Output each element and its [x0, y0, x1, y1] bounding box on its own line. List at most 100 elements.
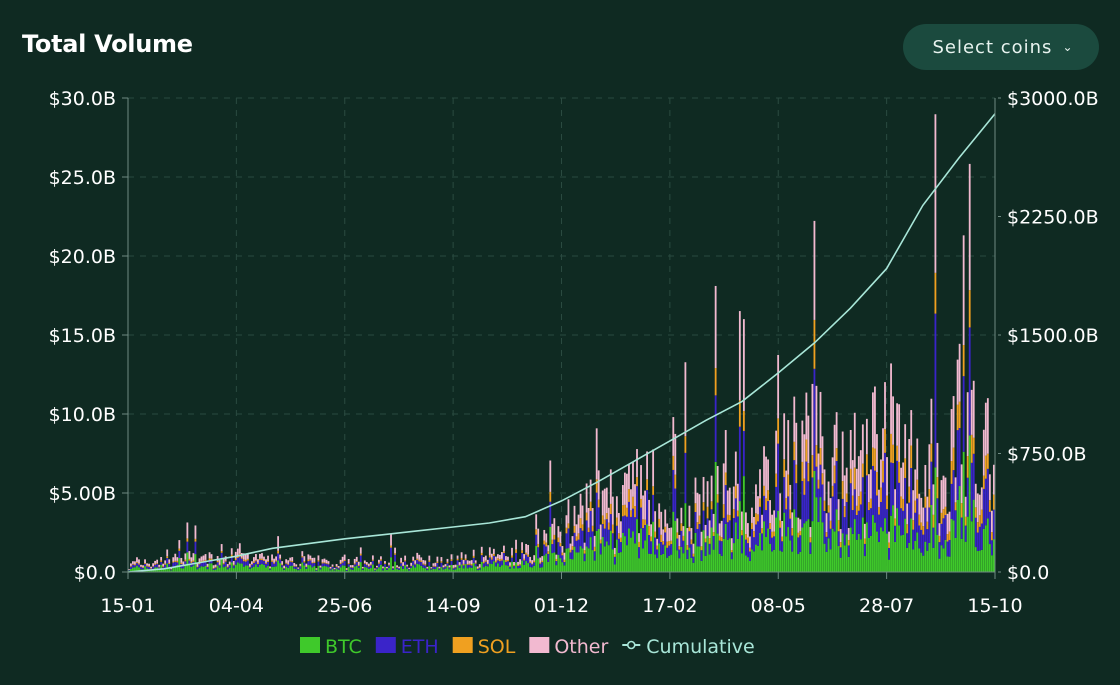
bar-segment-btc: [611, 549, 614, 572]
bar-segment-eth: [662, 544, 665, 554]
bar-segment-other: [932, 484, 935, 515]
bar-segment-btc: [980, 549, 983, 572]
bar-segment-btc: [952, 520, 955, 572]
bar-segment-other: [194, 525, 197, 539]
bar-segment-btc: [353, 566, 356, 572]
bar-segment-btc: [351, 569, 354, 572]
bar-segment-btc: [601, 536, 604, 572]
bar-segment-eth: [607, 529, 610, 546]
bar-segment-other: [242, 553, 245, 560]
bar-segment-sol: [962, 345, 965, 377]
bar-segment-other: [404, 555, 407, 561]
bar-segment-eth: [426, 568, 429, 571]
bar-segment-sol: [783, 459, 786, 478]
bar-segment-btc: [545, 553, 548, 572]
bar-segment-btc: [900, 535, 903, 572]
bar-segment-other: [480, 546, 483, 553]
select-coins-button[interactable]: Select coins ⌄: [903, 24, 1099, 70]
bar-segment-sol: [325, 563, 328, 564]
bar-segment-btc: [835, 509, 838, 572]
bar-segment-sol: [261, 558, 263, 561]
bar-segment-eth: [373, 569, 376, 571]
bar-segment-sol: [974, 507, 977, 518]
bar-segment-sol: [611, 524, 614, 534]
bar-segment-other: [428, 555, 431, 561]
bar-segment-btc: [259, 564, 261, 572]
bar-segment-btc: [749, 560, 751, 572]
bar-segment-eth: [255, 561, 257, 565]
bar-segment-btc: [428, 566, 431, 572]
bar-segment-btc: [456, 565, 459, 572]
bar-segment-eth: [702, 510, 705, 531]
bar-segment-btc: [454, 569, 457, 572]
bar-segment-eth: [238, 556, 241, 564]
bar-segment-other: [579, 493, 582, 519]
bar-segment-btc: [914, 540, 917, 572]
bar-segment-other: [916, 438, 919, 480]
bar-segment-eth: [192, 561, 195, 566]
bar-segment-eth: [829, 528, 832, 550]
bar-segment-eth: [416, 559, 419, 564]
bar-segment-sol: [769, 523, 771, 530]
bar-segment-other: [823, 469, 826, 501]
bar-segment-sol: [309, 559, 312, 561]
bar-segment-other: [611, 496, 614, 525]
bar-segment-btc: [581, 548, 584, 572]
bar-segment-sol: [184, 559, 187, 562]
bar-segment-sol: [698, 515, 701, 524]
bar-segment-eth: [472, 557, 475, 563]
bar-segment-sol: [712, 532, 715, 537]
bar-segment-btc: [255, 564, 257, 572]
bar-segment-btc: [962, 451, 965, 572]
bar-segment-sol: [400, 562, 403, 564]
bar-segment-btc: [803, 523, 806, 572]
bar-segment-sol: [716, 494, 719, 503]
bar-segment-eth: [257, 564, 259, 568]
bar-segment-eth: [587, 532, 590, 549]
bar-segment-btc: [990, 555, 993, 572]
bar-segment-sol: [134, 564, 136, 566]
bar-segment-eth: [920, 529, 923, 553]
bar-segment-eth: [585, 520, 588, 547]
bar-segment-eth: [501, 560, 503, 566]
bar-segment-eth: [775, 486, 778, 518]
bar-segment-other: [269, 566, 271, 569]
bar-segment-eth: [543, 544, 546, 556]
bar-segment-sol: [980, 509, 983, 524]
bar-segment-other: [390, 533, 392, 546]
bar-segment-sol: [696, 522, 699, 529]
bar-segment-other: [176, 557, 179, 561]
bar-segment-sol: [740, 530, 743, 536]
bar-segment-other: [986, 398, 989, 454]
bar-segment-eth: [468, 564, 471, 568]
bar-segment-other: [990, 510, 993, 533]
x-tick-label: 01-12: [534, 595, 589, 617]
bar-segment-eth: [533, 562, 536, 566]
bar-segment-btc: [779, 550, 782, 572]
bar-segment-eth: [940, 523, 943, 546]
bar-segment-eth: [436, 563, 439, 568]
bar-segment-btc: [849, 527, 852, 572]
bar-segment-btc: [813, 470, 816, 572]
bar-segment-btc: [619, 552, 622, 572]
bar-segment-eth: [275, 561, 277, 567]
bar-segment-eth: [609, 514, 612, 531]
bar-segment-sol: [634, 506, 636, 518]
bar-segment-sol: [168, 562, 171, 565]
bar-segment-sol: [416, 558, 419, 560]
bar-segment-sol: [394, 553, 396, 555]
bar-segment-sol: [656, 545, 659, 550]
bar-segment-eth: [849, 483, 852, 528]
bar-segment-sol: [164, 563, 167, 565]
bar-segment-other: [759, 469, 761, 499]
bar-segment-eth: [956, 430, 959, 500]
bar-segment-btc: [321, 566, 324, 572]
bar-segment-eth: [632, 508, 634, 532]
bar-segment-other: [849, 429, 852, 469]
bar-segment-eth: [767, 501, 769, 529]
bar-segment-sol: [351, 567, 354, 568]
bar-segment-other: [718, 523, 721, 536]
bar-segment-btc: [801, 527, 804, 572]
bar-segment-sol: [970, 434, 973, 463]
bar-segment-sol: [285, 562, 288, 564]
